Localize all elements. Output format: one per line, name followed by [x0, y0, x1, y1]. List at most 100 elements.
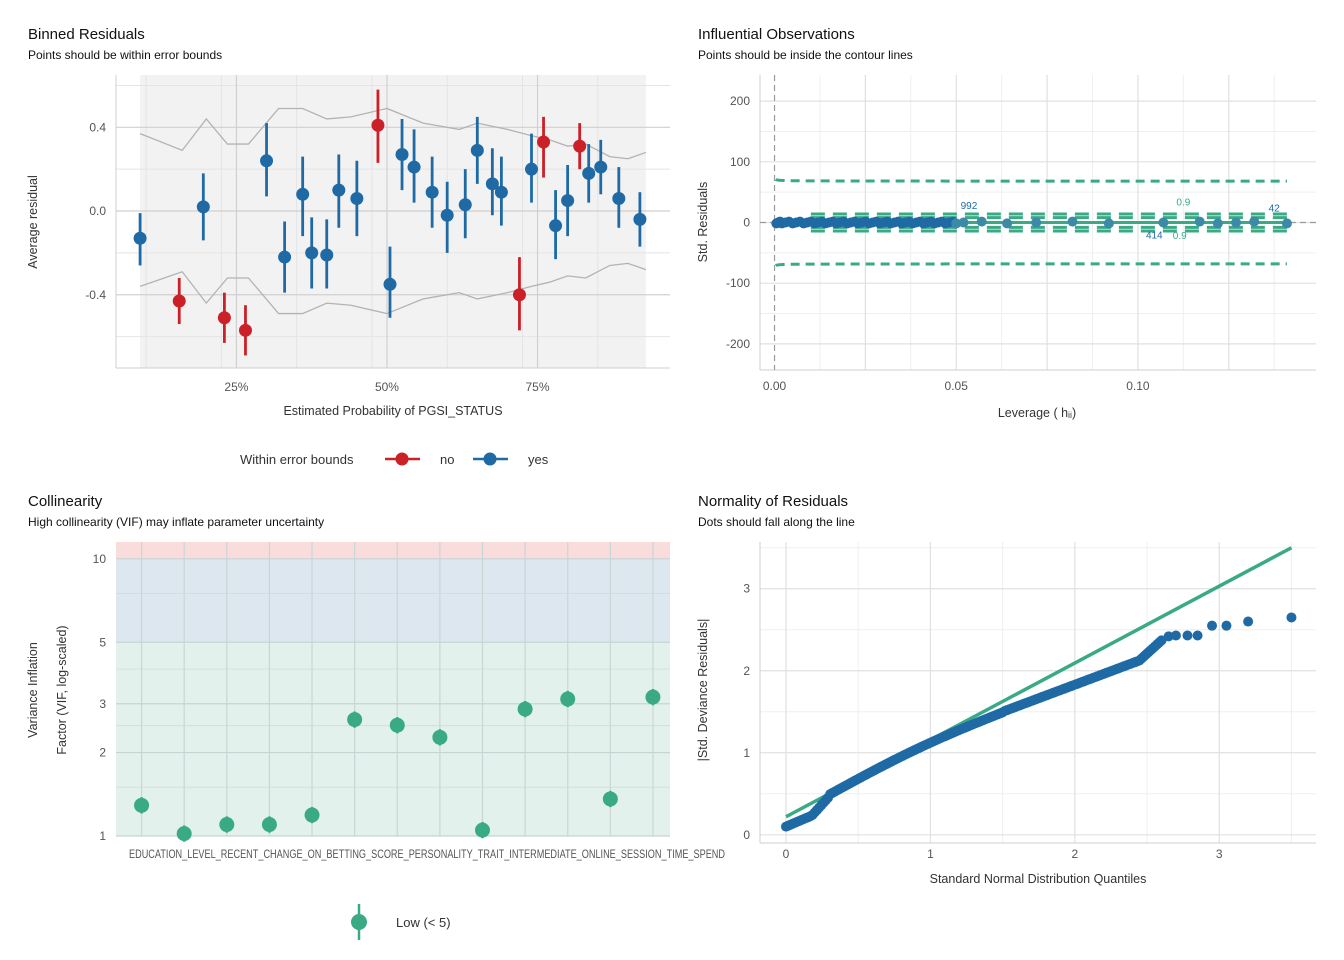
observation-point [1031, 217, 1042, 228]
x-tick-label: 75% [526, 380, 550, 394]
qq-tail-point [1182, 630, 1193, 641]
collinearity-ylabel-line1: Variance Inflation [26, 642, 40, 738]
x-tick-label: 2 [1071, 847, 1078, 861]
legend-yes-label: yes [528, 452, 549, 467]
residual-point [407, 160, 421, 174]
residual-point [320, 248, 334, 262]
vif-point [645, 689, 661, 705]
residual-point [594, 160, 608, 174]
residual-point [612, 191, 626, 205]
observation-point [1067, 216, 1078, 227]
legend-low-label: Low (< 5) [396, 915, 451, 930]
y-tick-label: 1 [99, 829, 106, 843]
point-label: 0.9 [1173, 231, 1187, 242]
binned-residuals-legend: Within error bounds no yes [240, 452, 549, 467]
y-tick-label: -200 [726, 337, 750, 351]
residual-point [172, 294, 186, 308]
y-tick-label: 2 [99, 746, 106, 760]
legend-no-label: no [440, 452, 454, 467]
residual-point [305, 246, 319, 260]
binned-residuals-points [133, 89, 647, 356]
vif-point [560, 691, 576, 707]
residual-point [425, 185, 439, 199]
qq-tail-point [1207, 620, 1218, 631]
y-tick-label: 200 [730, 94, 750, 108]
normality-ticks: 3 2 1 0 0 1 2 3 [743, 582, 1223, 861]
collinearity-legend: Low (< 5) [351, 904, 451, 940]
observation-point [1158, 217, 1169, 228]
binned-residuals-band [140, 75, 646, 368]
point-label: 992 [961, 201, 978, 212]
residual-point [537, 135, 551, 149]
vif-point [517, 701, 533, 717]
observation-point [1249, 216, 1260, 227]
point-label: 0.9 [1176, 198, 1190, 209]
residual-point [573, 139, 587, 153]
binned-residuals-ylabel: Average residual [26, 175, 40, 269]
collinearity-subtitle: High collinearity (VIF) may inflate para… [28, 515, 324, 529]
x-tick-label: 0.00 [763, 379, 787, 393]
legend-yes-marker [483, 452, 497, 466]
y-tick-label: 100 [730, 155, 750, 169]
qq-tail-point [1163, 631, 1174, 642]
lower-error-bound [139, 262, 647, 315]
residual-point [260, 154, 274, 168]
residual-point [440, 208, 454, 222]
binned-residuals-ticks: 0.4 0.0 -0.4 25% 50% 75% [85, 120, 550, 394]
residual-point [350, 191, 364, 205]
residual-point [395, 148, 409, 162]
residual-point [582, 166, 596, 180]
influential-points [771, 216, 1292, 229]
low-vif-band [116, 642, 670, 836]
y-tick-label: -0.4 [85, 288, 106, 302]
qq-tail-point [1192, 630, 1203, 641]
y-tick-label: 5 [99, 635, 106, 649]
normality-gridlines [759, 542, 1316, 844]
influential-subtitle: Points should be inside the contour line… [698, 48, 913, 62]
residual-point [217, 311, 231, 325]
residual-point [470, 143, 484, 157]
y-tick-label: 10 [93, 552, 107, 566]
observation-point [1103, 218, 1114, 229]
influential-xlabel: Leverage ( hᵢᵢ) [998, 406, 1076, 420]
vif-point [432, 729, 448, 745]
influential-observations-panel: Influential Observations Points should b… [696, 26, 1316, 420]
residual-point [196, 200, 210, 214]
x-tick-label: 50% [375, 380, 399, 394]
x-tick-label: 1 [927, 847, 934, 861]
residual-point [494, 185, 508, 199]
influential-ticks: 200 100 0 -100 -200 0.00 0.05 0.10 [726, 94, 1150, 393]
collinearity-ylabel-line2: Factor (VIF, log-scaled) [55, 625, 69, 754]
moderate-vif-band [116, 558, 670, 643]
legend-no-marker [395, 452, 409, 466]
normality-points [780, 612, 1297, 832]
vif-point [389, 717, 405, 733]
observation-point [1212, 218, 1223, 229]
residual-point [296, 187, 310, 201]
normality-subtitle: Dots should fall along the line [698, 515, 855, 529]
upper-contour-0.5 [774, 178, 1287, 183]
normality-ylabel: |Std. Deviance Residuals| [696, 619, 710, 762]
normality-title: Normality of Residuals [698, 493, 848, 510]
residual-point [549, 219, 563, 233]
collinearity-points [134, 688, 661, 842]
vif-point [304, 807, 320, 823]
x-tick-label: 0.05 [945, 379, 969, 393]
collinearity-xtick-labels: EDUCATION_LEVEL_RECENT_CHANGE_ON_BETTING… [129, 847, 725, 861]
vif-point [134, 797, 150, 813]
collinearity-panel: Collinearity High collinearity (VIF) may… [26, 493, 725, 940]
residual-point [458, 198, 472, 212]
qq-tail-point [1170, 630, 1181, 641]
residual-point [238, 323, 252, 337]
collinearity-bands [116, 542, 670, 836]
x-tick-label: 25% [224, 380, 248, 394]
residual-point [512, 288, 526, 302]
x-tick-label: 3 [1216, 847, 1223, 861]
vif-point [474, 822, 490, 838]
qq-tail-point [1243, 616, 1254, 627]
y-tick-label: 0 [743, 828, 750, 842]
normality-panel: Normality of Residuals Dots should fall … [696, 493, 1316, 886]
observation-point [1281, 218, 1292, 229]
y-tick-label: -100 [726, 276, 750, 290]
